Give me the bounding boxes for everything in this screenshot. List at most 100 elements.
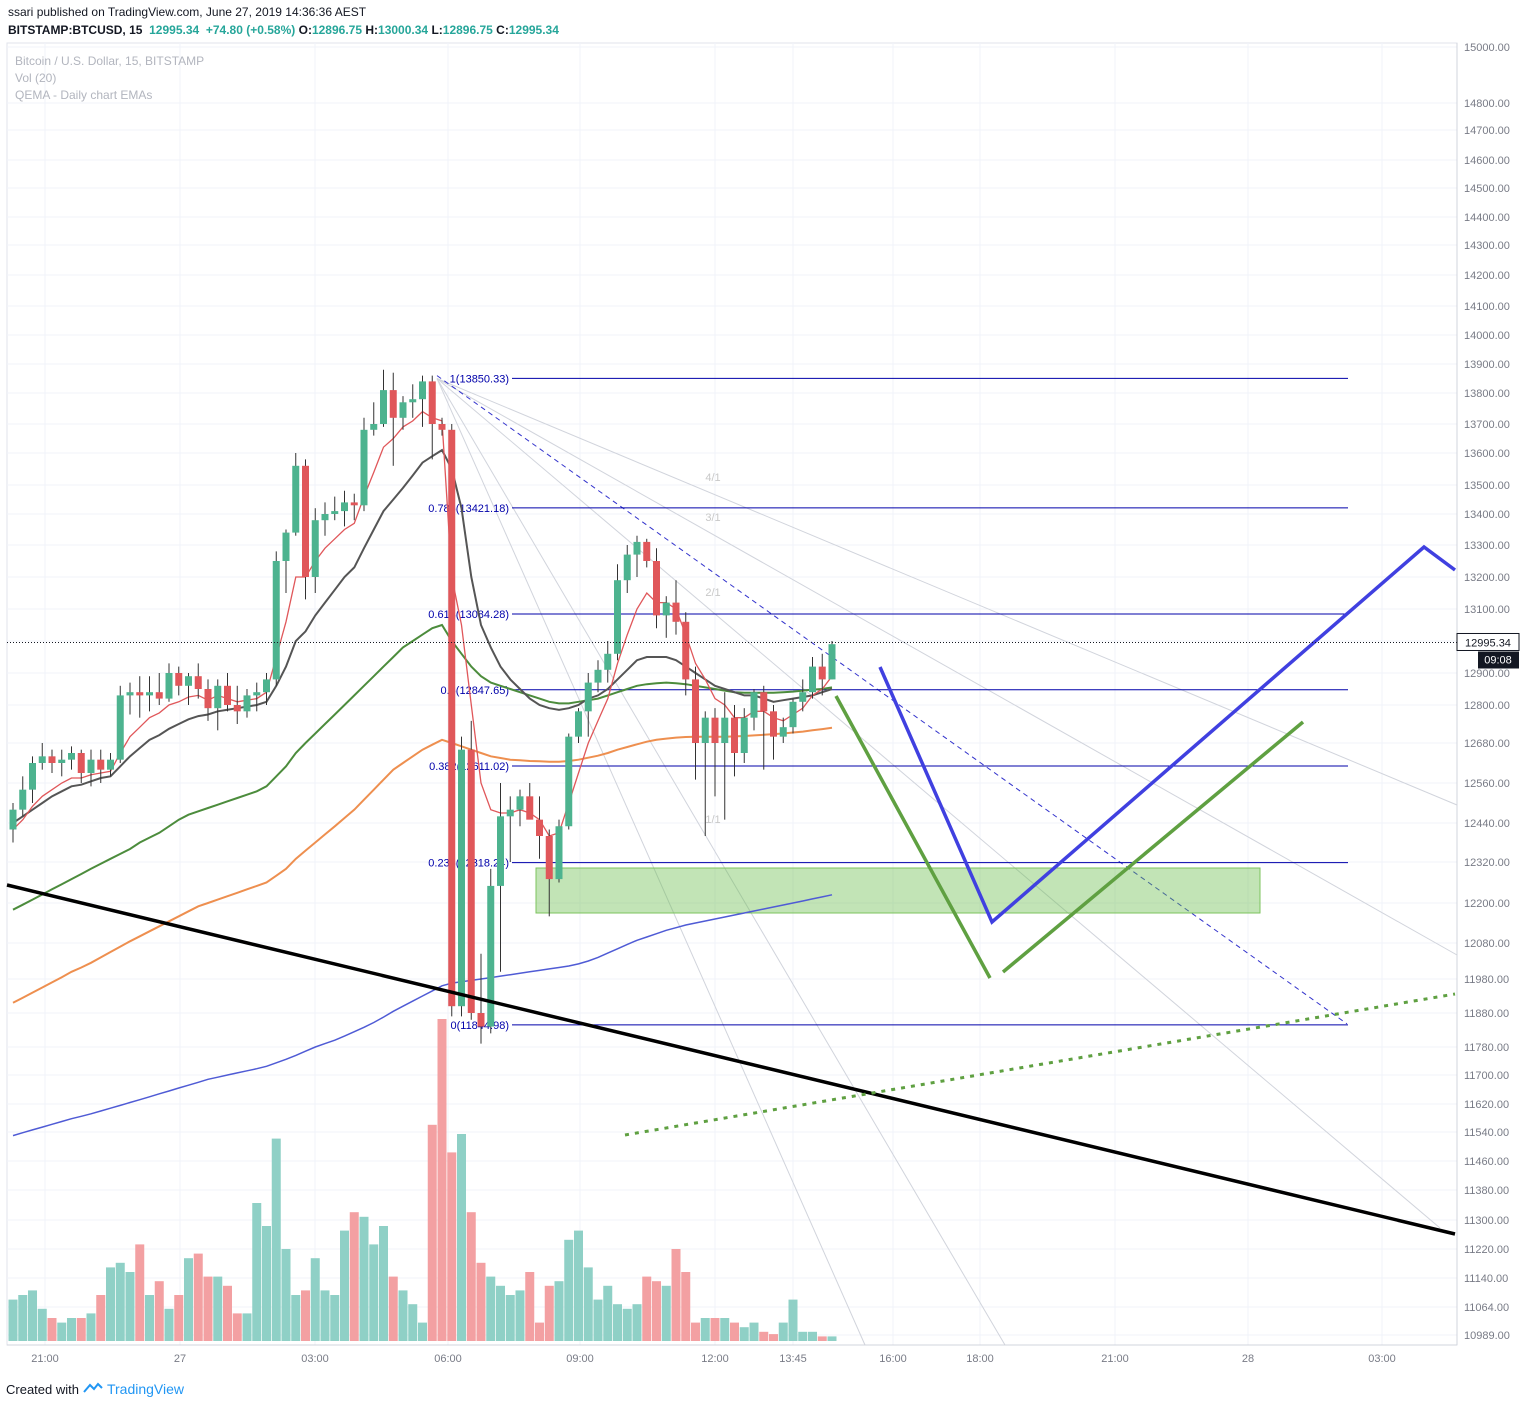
volume-bar — [301, 1290, 310, 1341]
candle-body — [809, 666, 816, 693]
ema-blue-line — [12, 894, 833, 1137]
candle-body — [341, 502, 348, 512]
volume-bar — [603, 1285, 613, 1341]
volume-bar — [242, 1313, 252, 1341]
volume-bar — [642, 1276, 652, 1341]
candle-body — [818, 666, 826, 680]
price-change: +74.80 (+0.58%) — [205, 23, 296, 37]
candle-body — [126, 692, 134, 696]
candle-body — [185, 676, 192, 686]
candle-body — [87, 759, 95, 773]
y-tick-label: 11780.00 — [1464, 1042, 1509, 1054]
x-tick-label: 03:00 — [301, 1353, 329, 1365]
volume-bar — [359, 1216, 369, 1341]
green-drop-path — [834, 695, 992, 979]
candle-body — [487, 885, 495, 1027]
volume-bar — [554, 1281, 564, 1341]
ohlc-header: BITSTAMP:BTCUSD, 15 12995.34 +74.80 (+0.… — [8, 23, 559, 37]
volume-bar — [106, 1267, 115, 1341]
candle-body — [29, 763, 36, 790]
open-label: O: — [298, 23, 312, 37]
y-tick-label: 11540.00 — [1464, 1127, 1509, 1139]
candle-body — [682, 621, 690, 680]
candle-body — [633, 541, 641, 555]
plot-frame — [6, 42, 1458, 1346]
publisher-name[interactable]: ssari — [8, 5, 34, 19]
price-axis[interactable]: 10989.00 11064.00 11140.00 11220.00 11300.00… — [1456, 42, 1510, 1345]
candle-body — [302, 465, 309, 577]
candle-body — [116, 695, 124, 760]
candle-body — [419, 381, 426, 400]
fan-line — [436, 378, 1458, 956]
green-dotted-trendline — [624, 992, 1456, 1137]
volume-bar — [281, 1249, 291, 1341]
candle-body — [253, 692, 261, 696]
candle-body — [321, 514, 329, 521]
last-price-tag — [1456, 632, 1520, 651]
legend-volume[interactable]: Vol (20) — [15, 71, 57, 85]
candle-body — [438, 424, 446, 430]
candle-body — [565, 736, 573, 827]
volume-bar — [164, 1308, 174, 1341]
candle-body — [350, 502, 358, 506]
candle-body — [828, 644, 836, 680]
legend-qema[interactable]: QEMA - Daily chart EMAs — [15, 88, 153, 102]
x-tick-label: 16:00 — [879, 1353, 907, 1365]
candle-body — [409, 399, 417, 403]
candle-body — [77, 753, 85, 773]
created-with-text: Created with — [6, 1381, 79, 1397]
volume-bar — [749, 1322, 759, 1341]
legend-title[interactable]: Bitcoin / U.S. Dollar, 15, BITSTAMP — [15, 54, 205, 68]
volume-bar — [388, 1276, 398, 1341]
candle-body — [292, 465, 300, 533]
volume-bar — [213, 1276, 223, 1341]
x-tick-label: 13:45 — [779, 1353, 807, 1365]
footer-branding[interactable]: Created with TradingView — [6, 1381, 184, 1397]
candle-body — [526, 796, 534, 820]
time-axis[interactable]: 21:00 27 03:00 06:00 09:00 12:00 13:45 16:00 18:… — [7, 1344, 1457, 1365]
volume-bar — [730, 1322, 739, 1341]
y-tick-label: 13800.00 — [1464, 388, 1510, 400]
volume-bar — [96, 1295, 106, 1341]
y-tick-label: 14700.00 — [1464, 125, 1510, 137]
candle-body — [19, 789, 27, 810]
volume-bar — [154, 1281, 164, 1341]
candle-body — [38, 756, 46, 763]
candle-body — [789, 701, 797, 728]
volume-bar — [525, 1272, 535, 1341]
high-value: 13000.34 — [378, 23, 429, 37]
candle-body — [614, 580, 621, 654]
y-tick-label: 11620.00 — [1464, 1099, 1509, 1111]
volume-bar — [788, 1299, 798, 1341]
candle-body — [604, 653, 612, 670]
last-price-tag-text: 12995.34 — [1465, 637, 1511, 649]
tradingview-brand: TradingView — [106, 1381, 185, 1397]
fan-dashed-line — [436, 375, 1348, 1025]
volume-bar — [486, 1276, 496, 1341]
green-rally-path — [1001, 720, 1305, 974]
fan-line — [436, 378, 1006, 1346]
volume-bar — [515, 1290, 525, 1341]
y-tick-label: 14100.00 — [1464, 301, 1510, 313]
volume-bar — [203, 1276, 213, 1341]
volume-bar — [496, 1285, 505, 1341]
x-tick-label: 03:00 — [1368, 1353, 1396, 1365]
volume-bar — [47, 1318, 57, 1341]
volume-bar — [544, 1285, 554, 1341]
volume-bar — [193, 1253, 203, 1341]
volume-bar — [661, 1285, 671, 1341]
volume-bar — [613, 1304, 622, 1341]
candle-body — [799, 692, 807, 702]
candle-body — [555, 826, 563, 880]
volume-bar — [476, 1262, 486, 1341]
y-tick-label: 14600.00 — [1464, 155, 1510, 167]
volume-bar — [808, 1331, 817, 1341]
volume-bar — [67, 1318, 76, 1341]
candle-body — [399, 402, 407, 418]
y-tick-label: 12560.00 — [1464, 778, 1510, 790]
blue-projection-path — [878, 544, 1457, 925]
candle-body — [770, 711, 777, 737]
candle-body — [370, 424, 378, 430]
candle-body — [389, 390, 397, 418]
